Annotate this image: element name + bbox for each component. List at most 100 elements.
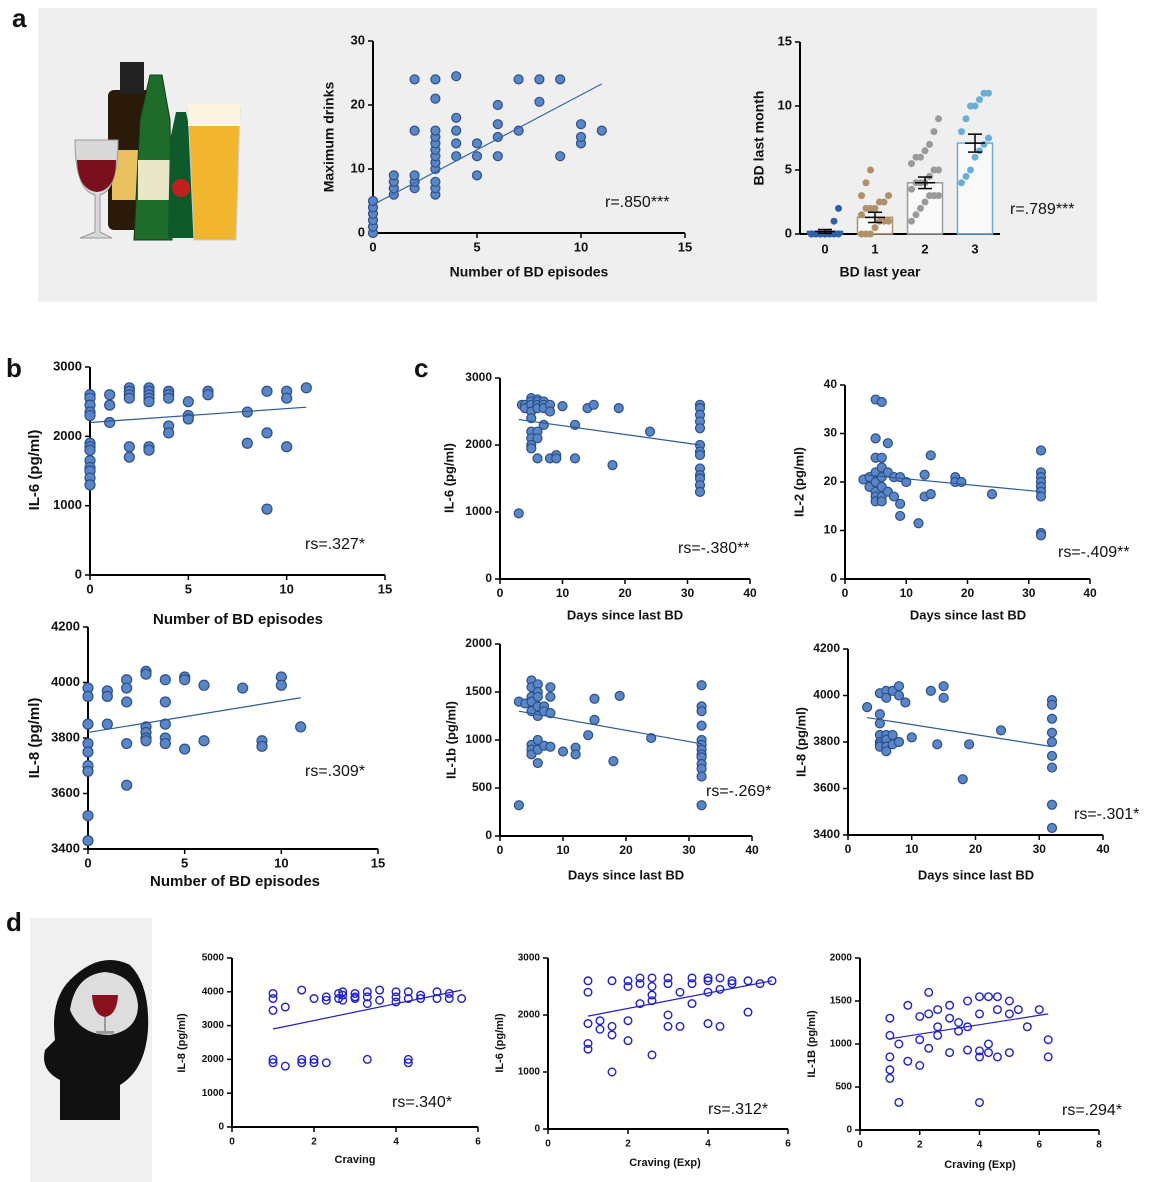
x-axis-label: Number of BD episodes <box>450 264 609 280</box>
point <box>635 999 645 1009</box>
point <box>1046 699 1058 710</box>
point <box>362 987 372 997</box>
point <box>545 691 556 702</box>
point <box>938 681 949 692</box>
point <box>451 112 462 123</box>
point <box>607 1021 617 1031</box>
trend-line <box>889 1013 1049 1040</box>
point <box>182 413 194 425</box>
point <box>123 451 135 463</box>
point <box>451 138 462 149</box>
point <box>545 682 556 693</box>
point <box>876 496 887 507</box>
y-axis-label: IL-1b (pg/ml) <box>443 701 458 779</box>
trend-line <box>587 980 773 1017</box>
point <box>727 979 737 989</box>
point <box>538 419 549 430</box>
x-tick-label: 0 <box>497 843 504 857</box>
point <box>179 743 191 755</box>
point <box>975 1052 985 1062</box>
point <box>101 718 113 730</box>
x-tick-label: 20 <box>618 586 632 600</box>
point <box>894 1097 904 1107</box>
point <box>362 1054 372 1064</box>
point <box>297 1054 307 1064</box>
point <box>925 450 936 461</box>
point <box>198 735 210 747</box>
panel-label: d <box>6 907 22 937</box>
point <box>767 976 777 986</box>
point <box>876 452 887 463</box>
point <box>663 973 673 983</box>
point <box>159 737 171 750</box>
point <box>715 1021 725 1031</box>
point <box>933 1022 943 1032</box>
y-tick-label: 3000 <box>202 1020 225 1031</box>
y-tick-label: 5 <box>785 161 792 176</box>
point <box>492 119 503 130</box>
point <box>870 433 881 444</box>
y-tick-label: 3400 <box>51 840 80 855</box>
point <box>471 151 483 162</box>
x-tick-label: 2 <box>921 241 928 256</box>
point <box>663 1010 673 1020</box>
trend-line <box>87 697 301 734</box>
point <box>391 992 401 1002</box>
point <box>82 835 94 847</box>
point <box>962 172 970 180</box>
point <box>280 1002 290 1012</box>
point <box>917 204 924 212</box>
point <box>555 151 566 162</box>
point <box>1046 727 1058 738</box>
y-tick-label: 20 <box>351 96 365 111</box>
point <box>862 179 870 187</box>
point <box>403 994 413 1004</box>
x-tick-label: 15 <box>678 239 692 254</box>
y-tick-label: 10 <box>351 160 365 175</box>
y-tick-label: 1000 <box>53 497 82 512</box>
point <box>534 74 545 85</box>
point <box>635 973 645 983</box>
point <box>268 1054 278 1064</box>
point <box>647 973 657 983</box>
y-tick-label: 30 <box>351 32 365 47</box>
x-tick-label: 30 <box>1033 842 1047 856</box>
point <box>444 994 454 1004</box>
point <box>1046 822 1058 834</box>
point <box>268 1058 278 1068</box>
y-tick-label: 0 <box>846 1125 852 1136</box>
point <box>893 681 905 692</box>
x-tick-label: 0 <box>497 586 504 600</box>
point <box>932 739 943 750</box>
point <box>985 89 992 97</box>
point <box>84 409 96 422</box>
trend-line <box>272 989 462 1030</box>
drinks-illustration <box>74 62 241 241</box>
y-tick-label: 1000 <box>202 1088 225 1099</box>
point <box>985 134 992 142</box>
point <box>647 982 657 992</box>
point <box>492 99 503 111</box>
point <box>983 1048 993 1058</box>
point <box>555 74 566 85</box>
point <box>1043 1035 1053 1045</box>
point <box>696 706 707 717</box>
annotation: rs=-.380** <box>678 540 750 557</box>
point <box>900 697 911 708</box>
y-tick-label: 15 <box>778 33 792 48</box>
point <box>954 1018 964 1028</box>
x-axis-label: Number of BD episodes <box>153 611 323 628</box>
point <box>583 1038 593 1048</box>
panel-label: a <box>12 3 27 33</box>
point <box>635 979 645 989</box>
point <box>912 211 920 219</box>
y-tick-label: 1000 <box>830 1039 853 1050</box>
point <box>903 1056 913 1066</box>
point <box>862 702 873 713</box>
point <box>121 779 133 791</box>
point <box>906 732 917 743</box>
chart: 0 1000 2000 3000 Days since last BD IL-6 (pg/… <box>441 370 757 622</box>
x-axis-label: Days since last BD <box>568 867 684 882</box>
point <box>583 976 593 986</box>
point <box>908 217 915 225</box>
